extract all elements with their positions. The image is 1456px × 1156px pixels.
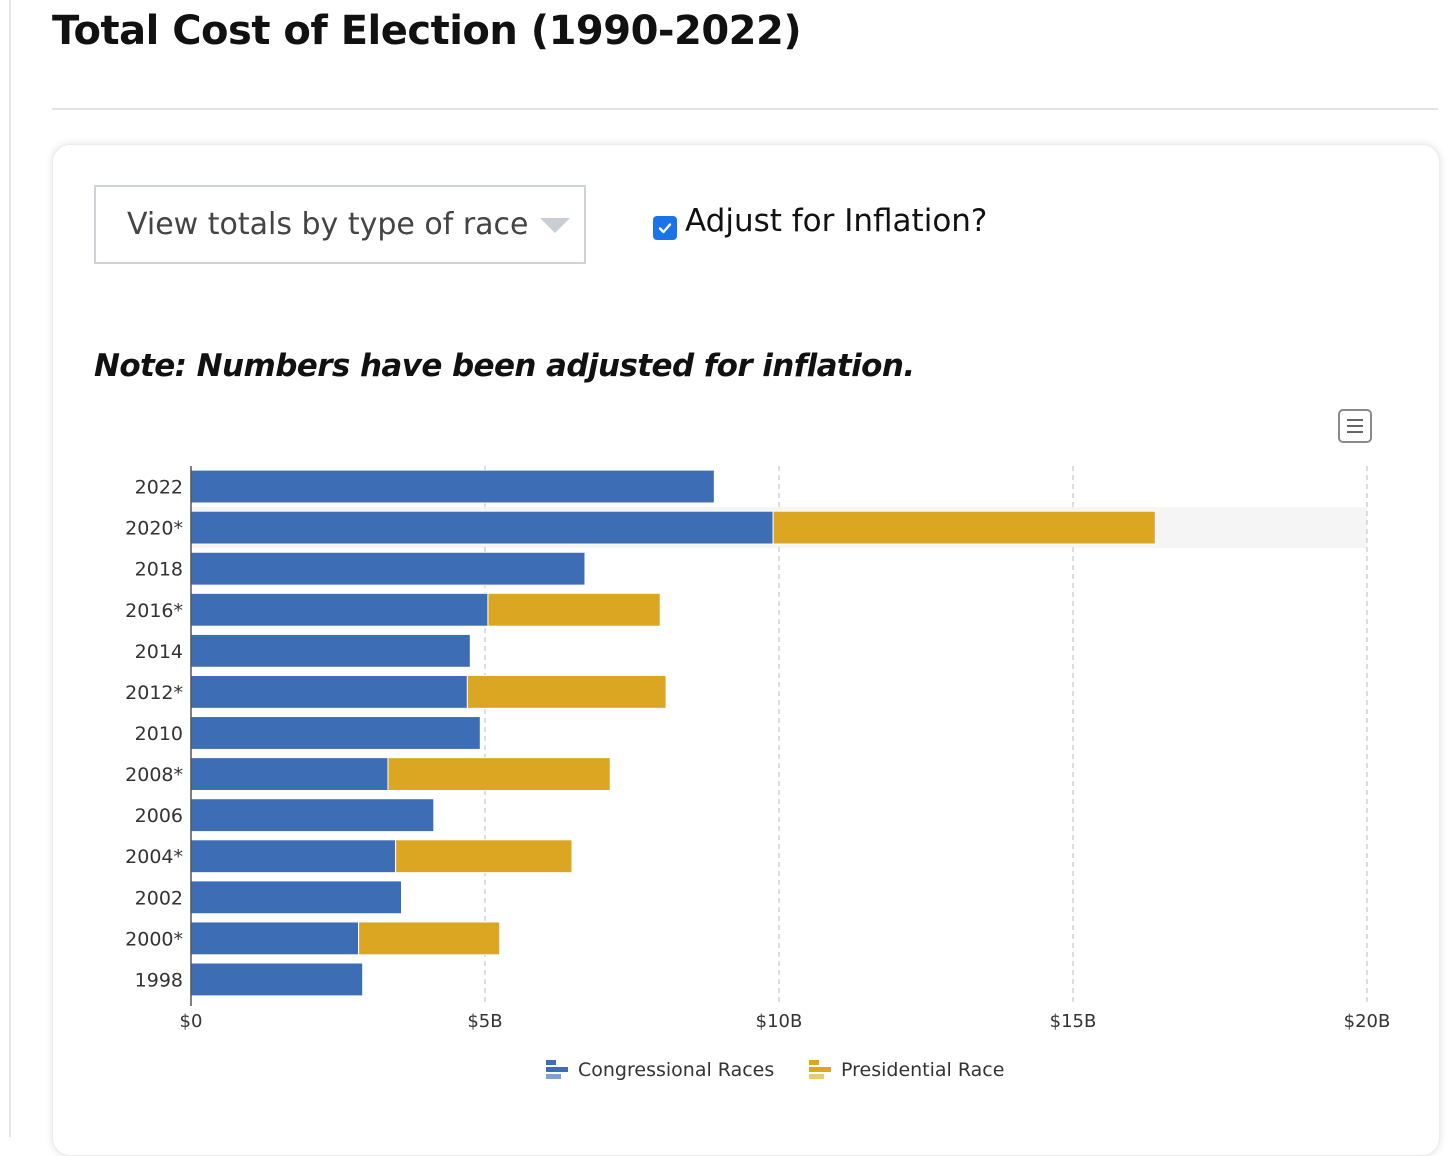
bar-congressional[interactable] [190, 592, 489, 627]
bar-congressional[interactable] [190, 962, 364, 997]
y-tick-label: 2022 [135, 477, 183, 499]
bar-congressional[interactable] [190, 757, 389, 792]
bar-presidential[interactable] [487, 592, 661, 627]
inflation-checkbox[interactable] [653, 216, 677, 240]
title-divider [52, 108, 1438, 110]
bar-congressional[interactable] [190, 839, 397, 874]
bar-congressional[interactable] [190, 921, 360, 956]
bar-presidential[interactable] [395, 839, 573, 874]
x-tick-label: $0 [180, 1011, 203, 1032]
legend-bar-icon-congressional [546, 1058, 570, 1082]
y-tick-label: 2016* [125, 600, 183, 622]
bar-congressional[interactable] [190, 716, 481, 750]
y-tick-label: 2004* [125, 846, 183, 868]
x-tick-label: $5B [467, 1011, 502, 1032]
race-type-dropdown[interactable]: View totals by type of race [94, 185, 586, 264]
x-tick-label: $20B [1344, 1011, 1391, 1032]
chart-menu-button[interactable] [1338, 409, 1372, 443]
legend-bar-icon-presidential [809, 1058, 833, 1082]
left-page-rule [9, 0, 11, 1137]
y-tick-label: 2000* [125, 928, 183, 950]
race-type-dropdown-value: View totals by type of race [127, 207, 529, 242]
legend-item-congressional[interactable]: Congressional Races [546, 1058, 774, 1082]
inflation-checkbox-label[interactable]: Adjust for Inflation? [685, 203, 988, 239]
checkmark-icon [658, 223, 672, 234]
bar-presidential[interactable] [466, 674, 667, 709]
y-tick-label: 2008* [125, 764, 183, 786]
bar-presidential[interactable] [358, 921, 501, 956]
y-tick-label: 2020* [125, 518, 183, 540]
y-tick-label: 1998 [135, 969, 183, 991]
bar-congressional[interactable] [190, 551, 586, 586]
bar-congressional[interactable] [190, 469, 715, 504]
chevron-down-icon [540, 218, 570, 233]
y-tick-label: 2012* [125, 682, 183, 704]
bar-congressional[interactable] [190, 880, 403, 915]
legend-label-congressional: Congressional Races [578, 1059, 775, 1081]
bar-congressional[interactable] [190, 633, 471, 668]
bar-congressional[interactable] [190, 798, 435, 833]
legend-item-presidential[interactable]: Presidential Race [809, 1058, 1004, 1082]
legend-label-presidential: Presidential Race [841, 1059, 1005, 1081]
bar-presidential[interactable] [387, 757, 611, 792]
bar-congressional[interactable] [190, 510, 774, 545]
bar-congressional[interactable] [190, 674, 468, 709]
y-tick-label: 2006 [135, 805, 183, 827]
page-title: Total Cost of Election (1990-2022) [52, 8, 802, 54]
x-tick-label: $15B [1050, 1011, 1097, 1032]
bar-presidential[interactable] [772, 510, 1156, 545]
x-tick-label: $10B [756, 1011, 803, 1032]
y-tick-label: 2002 [135, 887, 183, 909]
chart-legend: Congressional Races Presidential Race [0, 1058, 1456, 1088]
y-tick-label: 2010 [135, 723, 183, 745]
y-tick-label: 2018 [135, 559, 183, 581]
y-tick-label: 2014 [135, 641, 183, 663]
inflation-note: Note: Numbers have been adjusted for inf… [94, 348, 915, 384]
